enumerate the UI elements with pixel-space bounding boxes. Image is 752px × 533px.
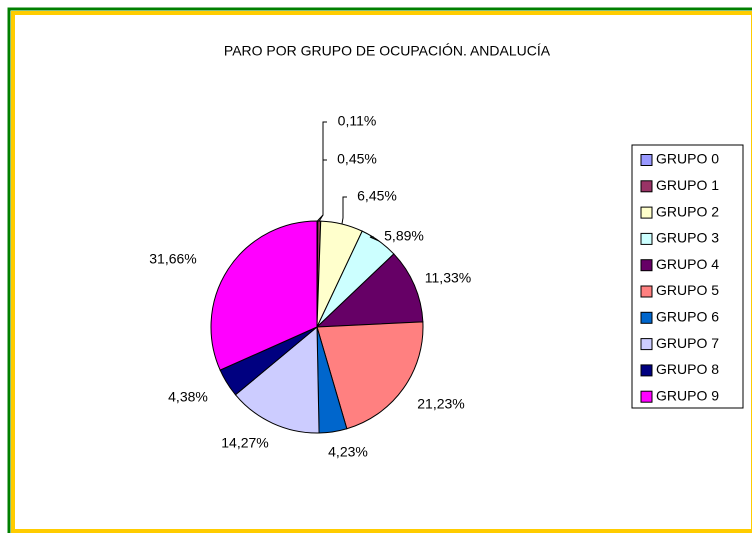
leader-line (369, 236, 380, 242)
chart-title: PARO POR GRUPO DE OCUPACIÓN. ANDALUCÍA (224, 43, 551, 59)
legend-swatch (640, 259, 653, 272)
legend-label: GRUPO 0 (656, 151, 719, 167)
data-label: 0,45% (337, 151, 377, 167)
data-label: 14,27% (221, 435, 268, 451)
legend-swatch (640, 311, 653, 324)
legend-label: GRUPO 6 (656, 309, 719, 325)
legend-swatch (640, 364, 653, 377)
legend-swatch (640, 390, 653, 403)
legend-swatch (640, 206, 653, 219)
pie-slice (315, 253, 424, 328)
data-label: 5,89% (384, 228, 424, 244)
leader-line (341, 196, 347, 225)
legend-label: GRUPO 9 (656, 387, 719, 403)
data-label: 0,11% (338, 113, 377, 129)
data-label: 4,38% (168, 389, 208, 405)
legend-label: GRUPO 8 (656, 361, 719, 377)
data-label: 6,45% (357, 188, 397, 204)
legend-swatch (640, 338, 653, 351)
legend-label: GRUPO 5 (656, 282, 719, 298)
pie-slice (210, 220, 318, 371)
outer-border (7, 7, 752, 533)
legend-label: GRUPO 2 (656, 203, 719, 219)
inner-border (11, 11, 752, 533)
pie-slice (316, 321, 424, 430)
legend-swatch (640, 180, 653, 193)
legend-label: GRUPO 4 (656, 256, 719, 272)
data-label: 21,23% (417, 396, 464, 412)
legend-label: GRUPO 1 (656, 177, 719, 193)
pie-slice (234, 325, 320, 434)
data-label: 11,33% (425, 270, 471, 286)
legend-swatch (640, 285, 653, 298)
data-label: 31,66% (149, 251, 196, 267)
legend-swatch (640, 154, 653, 166)
data-label: 4,23% (328, 444, 368, 460)
leader-line (318, 159, 327, 222)
legend-label: GRUPO 7 (656, 335, 719, 351)
legend-swatch (640, 232, 653, 245)
legend-label: GRUPO 3 (656, 230, 719, 246)
